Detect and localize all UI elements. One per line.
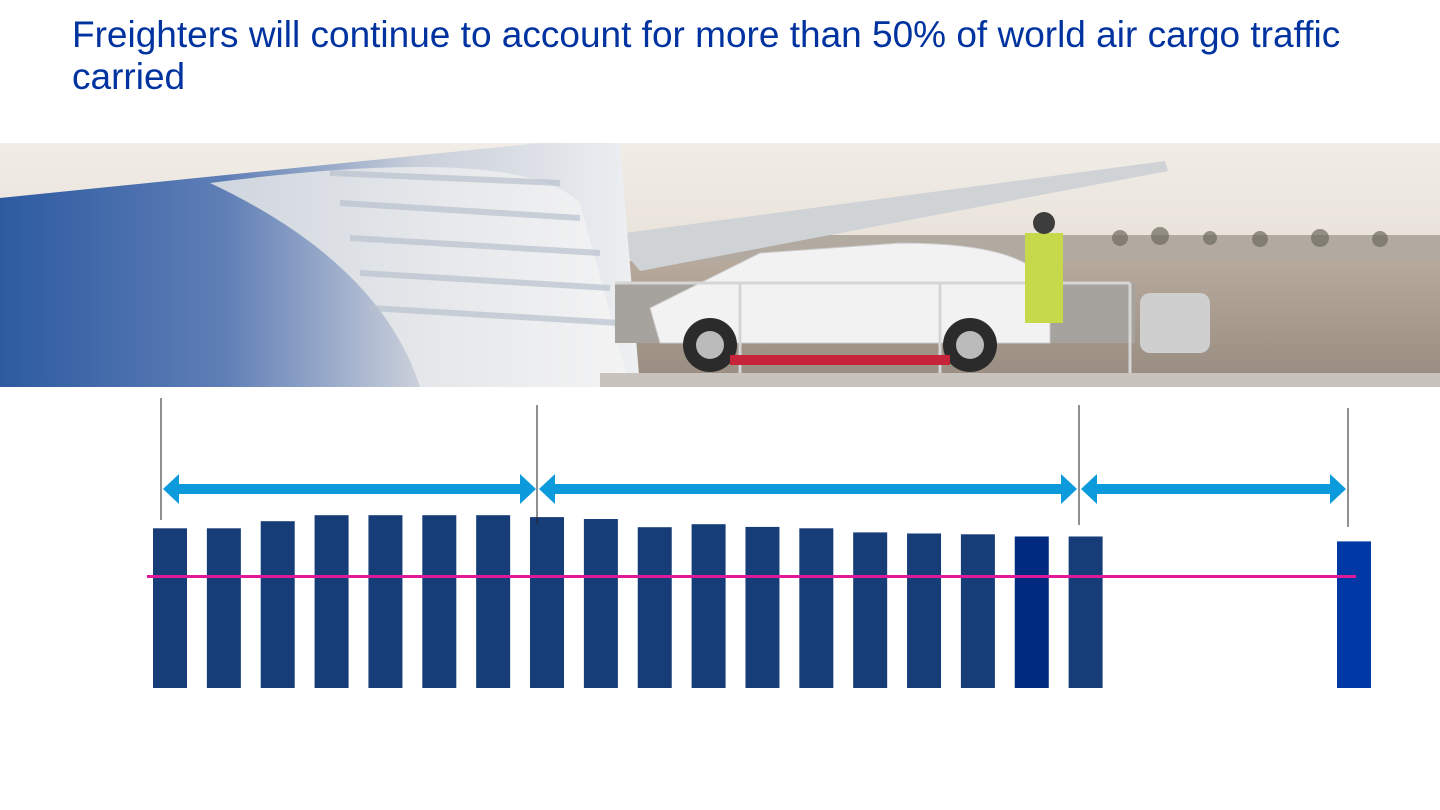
bar-7 — [476, 515, 511, 688]
bar-5 — [368, 515, 403, 688]
bar-2 — [206, 528, 241, 688]
tree-line — [1112, 227, 1388, 247]
period-arrow-3 — [1081, 474, 1346, 504]
bar-1 — [153, 528, 187, 688]
loader-control-box — [1140, 293, 1210, 353]
bar-8 — [530, 517, 565, 688]
aircraft-wing — [610, 161, 1168, 271]
bar-6 — [422, 515, 457, 688]
tie-down-straps — [730, 355, 950, 365]
bar-9 — [583, 519, 618, 688]
freighter-share-bar-chart — [147, 398, 1371, 688]
bar-19 — [1337, 541, 1371, 688]
bar-15 — [907, 533, 942, 688]
bar-10 — [637, 527, 672, 688]
bar-14 — [853, 532, 888, 688]
period-arrow-1 — [163, 474, 536, 504]
bar-13 — [799, 528, 834, 688]
period-dividers — [160, 398, 1349, 527]
bar-4 — [314, 515, 349, 688]
bar-3 — [260, 521, 295, 688]
period-arrow-2 — [539, 474, 1077, 504]
bars-layer — [153, 515, 1371, 688]
slide-title: Freighters will continue to account for … — [72, 14, 1341, 97]
nose-stripes — [329, 170, 621, 326]
ground-crew-worker — [1025, 233, 1063, 323]
bar-12 — [745, 526, 780, 688]
bar-18 — [1068, 536, 1103, 688]
bar-16 — [960, 534, 995, 688]
bar-17 — [1014, 536, 1049, 688]
period-arrows — [163, 474, 1346, 504]
bar-11 — [691, 524, 726, 688]
freighter-loading-photo — [0, 143, 1440, 387]
